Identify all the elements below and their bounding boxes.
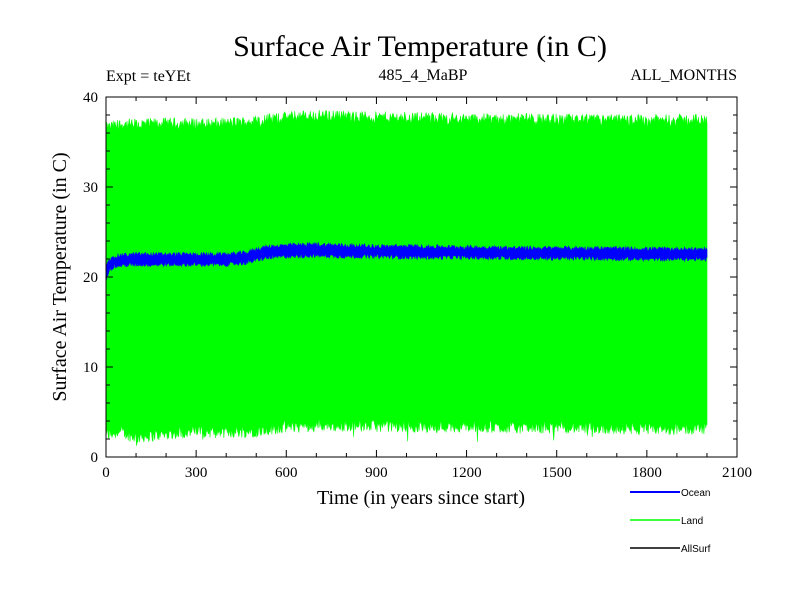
x-tick-label: 1800 [632, 465, 662, 481]
legend: Ocean Land AllSurf [630, 488, 711, 555]
y-tick-label: 10 [83, 360, 98, 376]
series-layer [105, 110, 708, 446]
y-tick-label: 40 [83, 90, 98, 106]
series-band-land [105, 110, 708, 446]
months-label: ALL_MONTHS [630, 67, 737, 84]
x-tick-label: 2100 [722, 465, 752, 481]
x-axis-label: Time (in years since start) [317, 487, 525, 509]
x-tick-label: 0 [102, 465, 110, 481]
y-tick-label: 20 [83, 270, 98, 286]
tick-layer: 0 300 600 900 1200 1500 1800 2100 0 10 20 30 40 [83, 90, 752, 481]
legend-label-land: Land [681, 516, 703, 527]
expt-label: Expt = teYEt [106, 68, 191, 85]
legend-label-allsurf: AllSurf [681, 544, 711, 555]
y-tick-label: 30 [83, 180, 98, 196]
x-tick-label: 1200 [452, 465, 482, 481]
x-tick-label: 600 [275, 465, 298, 481]
chart-title: Surface Air Temperature (in C) [233, 30, 607, 63]
y-tick-label: 0 [91, 450, 99, 466]
x-tick-label: 900 [365, 465, 388, 481]
legend-label-ocean: Ocean [681, 488, 710, 499]
x-tick-label: 1500 [542, 465, 572, 481]
y-axis-label: Surface Air Temperature (in C) [49, 152, 71, 401]
chart-subtitle: 485_4_MaBP [379, 67, 468, 84]
series-band-ocean [105, 241, 708, 281]
x-tick-label: 300 [185, 465, 208, 481]
